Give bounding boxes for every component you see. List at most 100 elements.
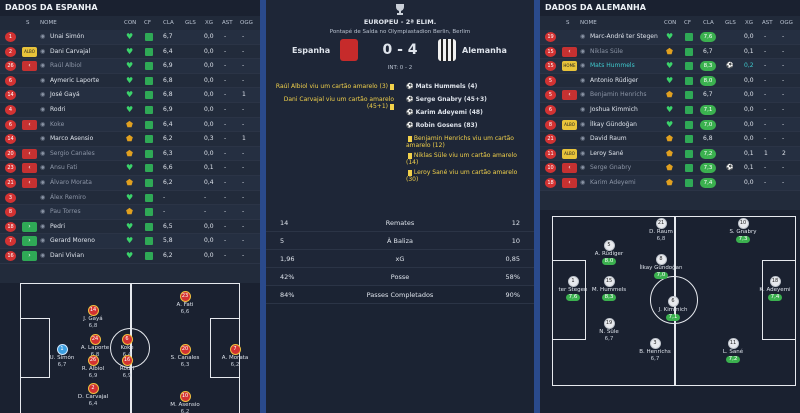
player-row[interactable]: 6 ‹ ◉ Koke ⬟ 6,4 0,0 - - <box>0 117 260 133</box>
player-row[interactable]: 6 ◉ Aymeric Laporte ♥ 6,8 0,0 - - <box>0 74 260 89</box>
pitch-player[interactable]: 21 D. Raum 6,8 <box>636 218 686 243</box>
pitch-player[interactable]: 10 M. Asensio 6,2 <box>160 391 210 413</box>
pitch-player[interactable]: 1 ter Stegen 7,6 <box>548 276 598 301</box>
sub-out-icon[interactable]: ‹ <box>562 177 577 188</box>
player-row[interactable]: 11 ALBO ◉ Leroy Sané ⬟ 7,2 0,1 1 2 <box>540 146 800 162</box>
player-row[interactable]: 1 ◉ Unai Simón ♥ 6,7 0,0 - - <box>0 30 260 45</box>
player-name[interactable]: Rodri <box>50 105 66 113</box>
player-name[interactable]: Dani Vivian <box>50 251 85 259</box>
col-xg[interactable]: XG <box>205 20 214 26</box>
player-name[interactable]: Álvaro Morata <box>50 178 92 186</box>
player-name[interactable]: Leroy Sané <box>590 149 624 157</box>
col-ogg[interactable]: OGG <box>240 20 253 26</box>
player-row[interactable]: 14 ◉ Marco Asensio ⬟ 6,2 0,3 - 1 <box>0 132 260 147</box>
pitch-player[interactable]: 16 Rodri 6,9 <box>102 355 152 380</box>
player-row[interactable]: 21 ◉ David Raum ⬟ 6,8 0,0 - - <box>540 132 800 147</box>
player-row[interactable]: 16 › ◉ Dani Vivian ♥ 6,2 0,0 - - <box>0 249 260 264</box>
player-name[interactable]: Benjamin Henrichs <box>590 91 647 99</box>
col-xg[interactable]: XG <box>745 20 754 26</box>
col-cf[interactable]: CF <box>144 20 152 26</box>
player-row[interactable]: 15 HOME ◉ Mats Hummels ♥ 8,3 ⚽ 0,2 - - <box>540 59 800 74</box>
pitch-player[interactable]: 19 N. Süle 6,7 <box>584 318 634 343</box>
pitch-player[interactable]: 8 İlkay Gündoğan 7,0 <box>636 254 686 279</box>
pitch-player[interactable]: 26 R. Albiol 6,9 <box>68 355 118 380</box>
col-ogg[interactable]: OGG <box>780 20 793 26</box>
player-row[interactable]: 18 ‹ ◉ Karim Adeyemi ⬟ 7,4 0,0 - - <box>540 175 800 191</box>
col-gls[interactable]: GLS <box>725 20 736 26</box>
player-row[interactable]: 3 ◉ Álex Remiro ♥ - - - - <box>0 191 260 206</box>
player-name[interactable]: Marc-André ter Stegen <box>590 33 658 40</box>
player-name[interactable]: Serge Gnabry <box>590 164 632 172</box>
player-row[interactable]: 20 ‹ ◉ Sergio Canales ⬟ 6,3 0,0 - - <box>0 146 260 162</box>
player-row[interactable]: 18 › ◉ Pedri ♥ 6,5 0,0 - - <box>0 220 260 235</box>
player-name[interactable]: Mats Hummels <box>590 62 635 70</box>
player-name[interactable]: José Gayá <box>50 91 80 99</box>
player-row[interactable]: 21 ‹ ◉ Álvaro Morata ⬟ 6,2 0,4 - - <box>0 175 260 191</box>
player-name[interactable]: Raúl Albiol <box>50 62 82 70</box>
sub-out-icon[interactable]: ‹ <box>22 61 37 72</box>
player-row[interactable]: 23 ‹ ◉ Ansu Fati ♥ 6,6 0,1 - - <box>0 161 260 176</box>
player-name[interactable]: Pedri <box>50 222 66 230</box>
player-row[interactable]: 7 › ◉ Gerard Moreno ♥ 5,8 0,0 - - <box>0 234 260 249</box>
player-row[interactable]: 8 ◉ Pau Torres ⬟ - - - - <box>0 205 260 220</box>
pitch-player[interactable]: 3 B. Henrichs 6,7 <box>630 338 680 363</box>
player-row[interactable]: 5 ‹ ◉ Benjamin Henrichs ⬟ 6,7 0,0 - - <box>540 88 800 103</box>
player-row[interactable]: 2 ALBO ◉ Dani Carvajal ♥ 6,4 0,0 - - <box>0 45 260 60</box>
col-cla[interactable]: CLA <box>703 20 714 26</box>
pitch-player[interactable]: 15 M. Hummels 8,3 <box>584 276 634 301</box>
col-nome[interactable]: NOME <box>580 20 597 26</box>
sub-out-icon[interactable]: ‹ <box>562 163 577 174</box>
sub-out-icon[interactable]: ‹ <box>22 148 37 159</box>
pitch-player[interactable]: 20 S. Canales 6,3 <box>160 344 210 369</box>
sub-in-icon[interactable]: › <box>22 250 37 261</box>
player-row[interactable]: 5 ◉ Antonio Rüdiger ♥ 8,0 0,0 - - <box>540 74 800 89</box>
player-name[interactable]: Karim Adeyemi <box>590 178 636 186</box>
player-row[interactable]: 4 ◉ Rodri ♥ 6,9 0,0 - - <box>0 103 260 118</box>
col-s[interactable]: S <box>26 20 30 26</box>
player-row[interactable]: 26 ‹ ◉ Raúl Albiol ♥ 6,9 0,0 - - <box>0 59 260 74</box>
player-name[interactable]: Marco Asensio <box>50 135 94 143</box>
player-row[interactable]: 6 ◉ Joshua Kimmich ♥ 7,1 0,0 - - <box>540 103 800 118</box>
player-name[interactable]: Dani Carvajal <box>50 47 91 55</box>
col-s[interactable]: S <box>566 20 570 26</box>
player-name[interactable]: Niklas Süle <box>590 47 623 55</box>
player-name[interactable]: İlkay Gündoğan <box>590 120 637 128</box>
pitch-player[interactable]: 7 A. Morata 6,2 <box>210 344 260 369</box>
col-ast[interactable]: AST <box>762 20 773 26</box>
pitch-player[interactable]: 23 A. Fati 6,6 <box>160 291 210 316</box>
home-team-name[interactable]: Espanha <box>292 46 331 55</box>
captain-badge[interactable]: ALBO <box>22 46 37 57</box>
player-name[interactable]: Gerard Moreno <box>50 237 95 245</box>
pitch-player[interactable]: 6 J. Kimmich 7,1 <box>648 296 698 321</box>
player-name[interactable]: Joshua Kimmich <box>590 105 638 113</box>
player-name[interactable]: Koke <box>50 120 65 128</box>
player-row[interactable]: 19 ◉ Marc-André ter Stegen ♥ 7,6 0,0 - - <box>540 30 800 45</box>
away-team-name[interactable]: Alemanha <box>462 46 507 55</box>
sub-out-icon[interactable]: ‹ <box>22 177 37 188</box>
player-name[interactable]: Álex Remiro <box>50 193 86 201</box>
captain-badge[interactable]: ALBO <box>562 148 577 159</box>
sub-out-icon[interactable]: ‹ <box>562 90 577 101</box>
pitch-player[interactable]: 14 J. Gayá 6,8 <box>68 305 118 330</box>
pitch-player[interactable]: 2 D. Carvajal 6,4 <box>68 383 118 408</box>
sub-out-icon[interactable]: ‹ <box>22 119 37 130</box>
player-name[interactable]: Antonio Rüdiger <box>590 76 639 84</box>
sub-in-icon[interactable]: › <box>22 236 37 247</box>
captain-badge[interactable]: ALBO <box>562 119 577 130</box>
player-row[interactable]: 10 ‹ ◉ Serge Gnabry ⬟ 7,3 ⚽ 0,1 - - <box>540 161 800 176</box>
col-ast[interactable]: AST <box>222 20 233 26</box>
col-nome[interactable]: NOME <box>40 20 57 26</box>
player-name[interactable]: Aymeric Laporte <box>50 76 100 84</box>
pitch-player[interactable]: 5 A. Rüdiger 8,0 <box>584 240 634 265</box>
player-name[interactable]: Sergio Canales <box>50 149 95 157</box>
player-name[interactable]: David Raum <box>590 135 627 143</box>
sub-out-icon[interactable]: ‹ <box>22 163 37 174</box>
player-name[interactable]: Unai Simón <box>50 33 85 40</box>
player-name[interactable]: Ansu Fati <box>50 164 78 172</box>
col-con[interactable]: CON <box>124 20 137 26</box>
col-gls[interactable]: GLS <box>185 20 196 26</box>
pitch-player[interactable]: 11 L. Sané 7,2 <box>708 338 758 363</box>
col-cla[interactable]: CLA <box>163 20 174 26</box>
col-con[interactable]: CON <box>664 20 677 26</box>
sub-out-icon[interactable]: ‹ <box>562 46 577 57</box>
